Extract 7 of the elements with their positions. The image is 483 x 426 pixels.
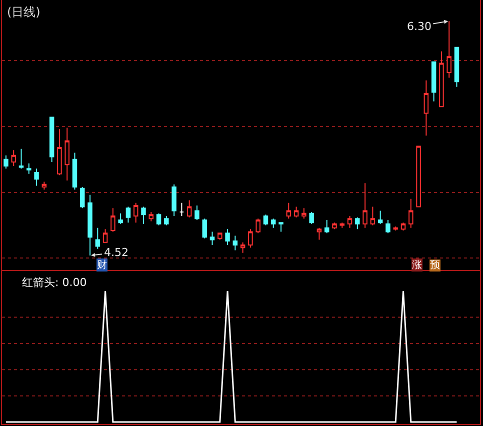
text: (日线) — [7, 5, 40, 19]
annotation: 财 — [97, 259, 107, 271]
annotation: 6.30 — [407, 20, 432, 33]
annotation: 涨 — [412, 259, 422, 271]
annotation: 4.52 — [104, 246, 128, 259]
chart-title: 红箭头: 0.00 — [22, 276, 87, 289]
annotation: 预 — [430, 260, 440, 271]
